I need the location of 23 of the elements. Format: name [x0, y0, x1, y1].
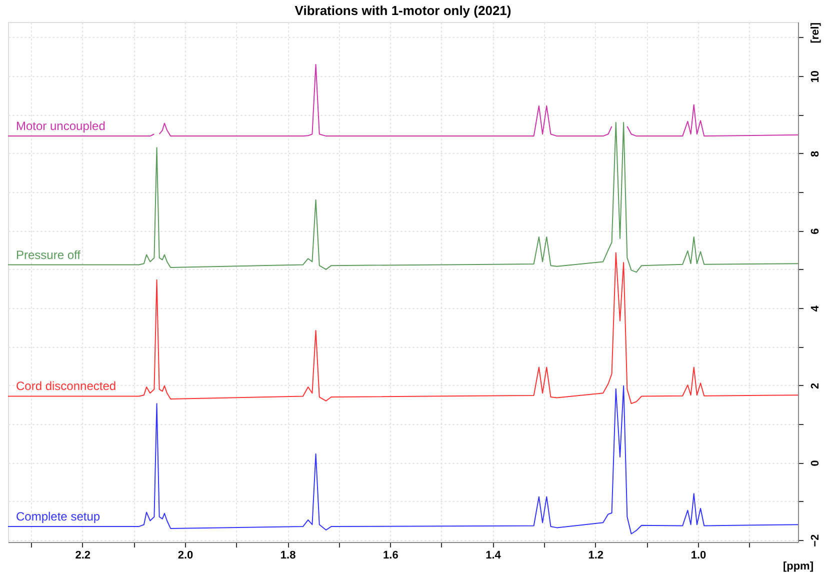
y-tick-label: −2: [810, 534, 822, 547]
chart-title: Vibrations with 1-motor only (2021): [294, 3, 512, 18]
y-tick-label: 0: [810, 460, 822, 466]
x-tick-label: 1.8: [280, 550, 296, 562]
x-axis-title: [ppm]: [782, 560, 814, 572]
series-label: Cord disconnected: [16, 379, 116, 394]
series-label: Pressure off: [16, 248, 82, 262]
x-tick-label: 2.0: [178, 550, 194, 562]
x-tick-label: 1.6: [383, 550, 398, 562]
x-tick-label: 1.4: [486, 550, 502, 562]
series-label: Complete setup: [16, 510, 100, 524]
y-axis-title: [rel]: [810, 22, 822, 44]
y-tick-label: 6: [810, 228, 822, 234]
line-series: [8, 252, 798, 404]
x-tick-label: 2.2: [75, 550, 91, 562]
y-tick-label: 4: [810, 304, 822, 312]
y-tick-label: 8: [810, 150, 822, 158]
y-tick-label: 10: [810, 70, 822, 83]
line-series: [8, 122, 798, 273]
y-tick-label: 2: [810, 382, 822, 389]
series-label: Motor uncoupled: [16, 119, 106, 134]
x-tick-label: 1.2: [588, 550, 604, 562]
x-tick-label: 1.0: [690, 550, 706, 562]
